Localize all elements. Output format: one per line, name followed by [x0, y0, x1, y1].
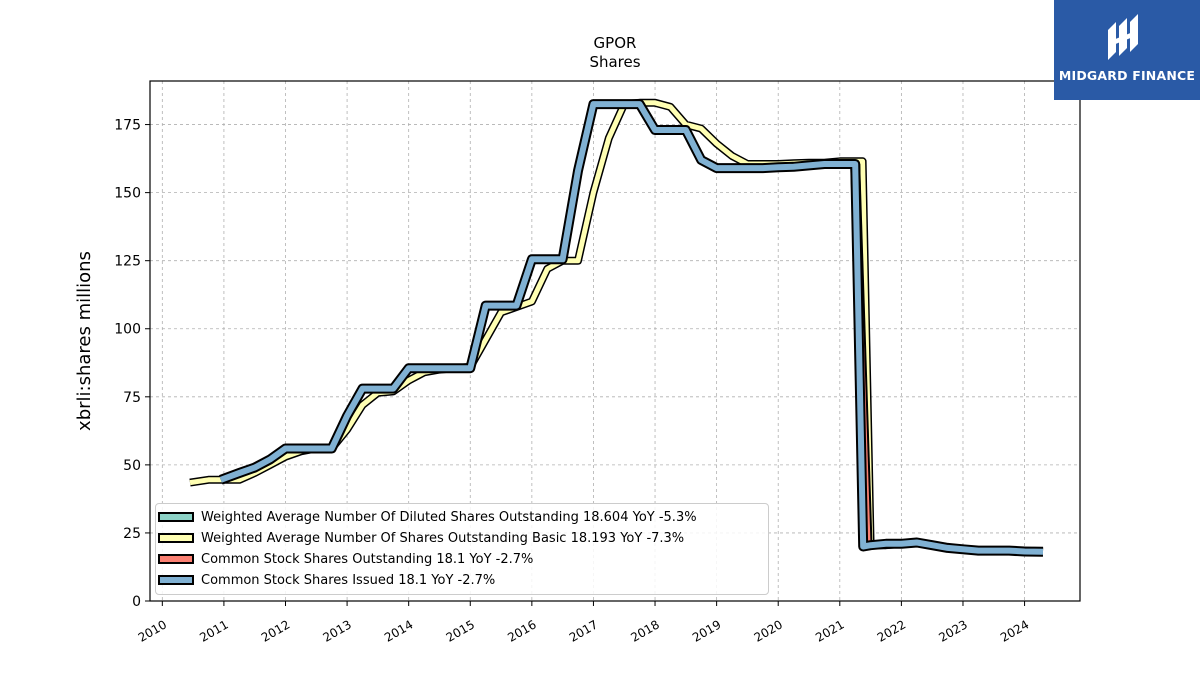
legend-swatch-diluted: [158, 512, 194, 522]
y-tick-label: 0: [132, 594, 141, 610]
x-tick-label: 2018: [628, 617, 661, 644]
y-tick-label: 100: [114, 322, 141, 338]
legend-item-diluted: Weighted Average Number Of Diluted Share…: [156, 507, 697, 527]
logo-text: MIDGARD FINANCE: [1058, 68, 1196, 83]
series-outline-1: [189, 98, 1044, 556]
legend-label-issued: Common Stock Shares Issued 18.1 YoY -2.7…: [201, 572, 496, 588]
chart-title: GPOR: [594, 34, 637, 52]
legend-label-basic: Weighted Average Number Of Shares Outsta…: [201, 530, 685, 546]
legend-swatch-issued: [158, 575, 194, 585]
legend-label-outstanding: Common Stock Shares Outstanding 18.1 YoY…: [201, 551, 534, 567]
y-tick-label: 25: [123, 526, 141, 542]
y-tick-label: 125: [114, 254, 141, 270]
legend-label-diluted: Weighted Average Number Of Diluted Share…: [201, 509, 697, 525]
legend-swatch-basic: [158, 533, 194, 543]
x-tick-label: 2016: [505, 617, 538, 644]
legend-item-basic: Weighted Average Number Of Shares Outsta…: [156, 528, 684, 548]
x-tick-label: 2017: [567, 617, 600, 644]
x-tick-label: 2014: [382, 617, 415, 644]
x-tick-label: 2013: [320, 617, 353, 644]
series-line-1: [189, 100, 1044, 554]
brand-logo: MIDGARD FINANCE: [1054, 0, 1200, 100]
chart-subtitle: Shares: [589, 53, 640, 71]
x-tick-label: 2023: [936, 617, 969, 644]
series-line-3: [219, 101, 1044, 555]
legend-item-issued: Common Stock Shares Issued 18.1 YoY -2.7…: [156, 570, 495, 590]
y-tick-label: 150: [114, 186, 141, 202]
y-tick-label: 75: [123, 390, 141, 406]
legend: Weighted Average Number Of Diluted Share…: [155, 503, 769, 595]
x-tick-label: 2022: [875, 617, 908, 644]
x-tick-label: 2012: [259, 617, 292, 644]
series-lines: [189, 98, 1044, 557]
legend-swatch-outstanding: [158, 554, 194, 564]
x-tick-label: 2024: [998, 617, 1031, 644]
series-outline-3: [219, 99, 1044, 557]
y-tick-label: 175: [114, 118, 141, 134]
x-tick-label: 2011: [197, 617, 230, 644]
x-tick-label: 2019: [690, 617, 723, 644]
legend-item-outstanding: Common Stock Shares Outstanding 18.1 YoY…: [156, 549, 533, 569]
plot-area-frame: [149, 80, 1081, 602]
x-tick-label: 2021: [813, 617, 846, 644]
midgard-logo-icon: [1108, 14, 1138, 60]
y-tick-label: 50: [123, 458, 141, 474]
x-tick-label: 2015: [444, 617, 477, 644]
y-axis-label: xbrli:shares millions: [74, 251, 95, 431]
x-tick-label: 2010: [136, 617, 169, 644]
x-tick-label: 2020: [752, 617, 785, 644]
